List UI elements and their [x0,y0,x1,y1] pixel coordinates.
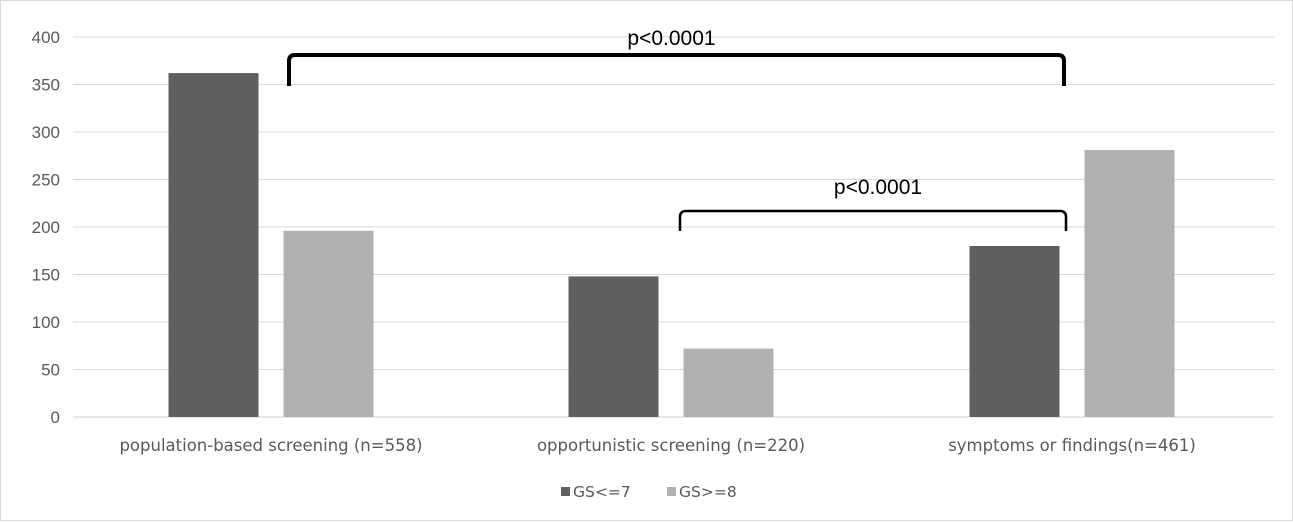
bar-gs-ge-8-cat-0 [283,230,374,417]
p-value-label-2: p<0.0001 [834,176,922,199]
legend-label-1: GS<=7 [573,483,631,501]
legend-label-2: GS>=8 [679,483,737,501]
legend: GS<=7 GS>=8 [561,483,737,501]
y-tick-label: 200 [32,218,60,237]
bar-gs-ge-8-cat-2 [1084,150,1175,418]
x-category-label: population-based screening (n=558) [119,436,422,455]
legend-swatch-2 [667,487,676,496]
bar-gs-le-7-cat-0 [168,73,259,417]
y-tick-label: 150 [32,266,60,285]
y-tick-label: 0 [51,408,60,427]
y-tick-label: 100 [32,313,60,332]
significance-bracket-1 [287,53,1066,86]
bars [168,73,1175,418]
legend-swatch-1 [561,487,570,496]
bar-gs-ge-8-cat-1 [683,348,774,417]
x-category-label: symptoms or findings(n=461) [948,436,1196,455]
x-category-label: opportunistic screening (n=220) [537,436,805,455]
significance-bracket-2 [678,209,1068,231]
significance-annotations: p<0.0001 p<0.0001 [287,27,1068,231]
y-tick-label: 50 [41,361,60,380]
y-tick-label: 350 [32,76,60,95]
bar-gs-le-7-cat-1 [568,276,659,417]
y-tick-label: 400 [32,28,60,47]
y-tick-label: 250 [32,171,60,190]
gridlines [73,36,1274,418]
y-tick-label: 300 [32,123,60,142]
bar-gs-le-7-cat-2 [969,246,1060,417]
y-axis-tick-labels: 0 50 100 150 200 250 300 350 400 [32,28,60,427]
x-axis-category-labels: population-based screening (n=558) opport… [119,436,1195,455]
p-value-label-1: p<0.0001 [627,27,715,50]
